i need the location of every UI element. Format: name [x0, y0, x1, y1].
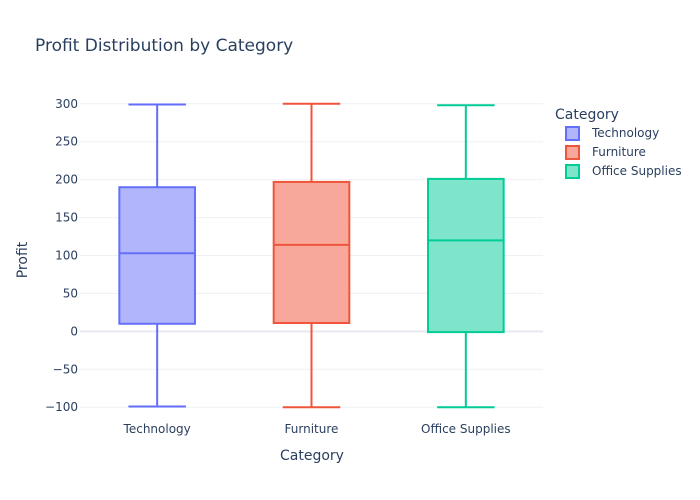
box-office-supplies [427, 104, 505, 409]
legend-item: Furniture [565, 145, 646, 160]
x-axis-ticks: Technology Furniture Office Supplies [123, 422, 511, 436]
legend-label: Office Supplies [592, 164, 682, 178]
box-technology [118, 103, 196, 408]
iqr-box [427, 177, 505, 334]
legend-swatch [565, 164, 580, 179]
y-tick-label: 50 [63, 286, 78, 300]
legend: Category Technology Furniture Office Suppl… [555, 107, 682, 179]
legend-item: Technology [565, 126, 659, 141]
x-tick-label: Technology [123, 422, 191, 436]
legend-label: Technology [591, 126, 659, 140]
legend-title: Category [555, 107, 619, 123]
iqr-box [118, 186, 196, 325]
legend-item: Office Supplies [565, 164, 682, 179]
y-tick-label: −50 [53, 362, 78, 376]
y-tick-label: 0 [70, 324, 78, 338]
y-axis-ticks: −100 −50 0 50 100 150 200 250 300 [45, 97, 78, 414]
legend-label: Furniture [592, 145, 646, 159]
boxes [118, 102, 505, 409]
iqr-box [272, 180, 351, 325]
y-tick-label: −100 [45, 400, 78, 414]
y-tick-label: 100 [55, 249, 78, 263]
y-tick-label: 300 [55, 97, 78, 111]
x-tick-label: Office Supplies [421, 422, 511, 436]
x-tick-label: Furniture [285, 422, 339, 436]
legend-swatch [565, 126, 580, 141]
y-axis-title: Profit [15, 241, 31, 278]
chart-title: Profit Distribution by Category [35, 36, 293, 56]
legend-swatch [565, 145, 580, 160]
y-tick-label: 250 [55, 135, 78, 149]
box-furniture [272, 102, 351, 409]
x-axis-title: Category [280, 448, 344, 464]
y-tick-label: 150 [55, 211, 78, 225]
y-tick-label: 200 [55, 173, 78, 187]
